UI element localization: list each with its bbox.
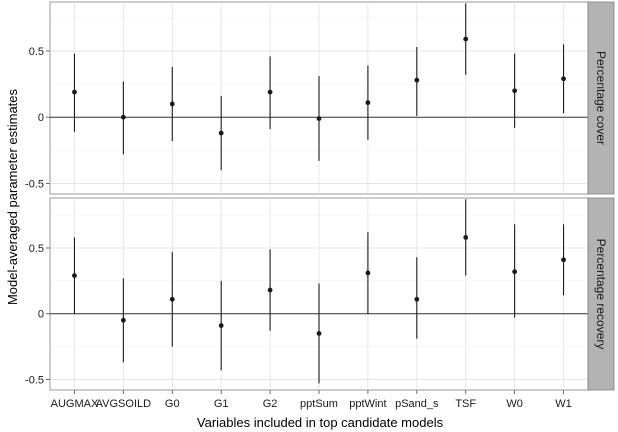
- estimate-point: [267, 89, 273, 95]
- y-tick-label: 0: [38, 309, 44, 321]
- y-tick-label: -0.5: [25, 374, 44, 386]
- estimate-point: [512, 269, 518, 275]
- estimate-point: [561, 257, 566, 263]
- estimate-point: [120, 114, 126, 120]
- facet-panel: -0.5 0 0.5 Percentage recovery: [25, 197, 615, 391]
- x-tick-label: pSand_s: [395, 398, 439, 410]
- facet-strip-label: Percentage cover: [594, 51, 608, 145]
- estimate-point: [169, 296, 175, 302]
- facet-strip: [587, 197, 615, 391]
- x-tick-label: pptSum: [300, 398, 338, 410]
- facet-strip-label: Percentage recovery: [594, 239, 608, 350]
- x-tick-label: TSF: [455, 398, 476, 410]
- estimate-point: [414, 296, 420, 302]
- estimate-point: [463, 235, 469, 240]
- estimate-point: [218, 130, 224, 136]
- estimate-point: [561, 76, 566, 82]
- estimate-point: [72, 273, 77, 278]
- x-tick-label: G0: [165, 398, 180, 410]
- estimate-point: [120, 317, 126, 323]
- x-tick-label: AUGMAX: [51, 398, 99, 410]
- y-tick-label: 0.5: [29, 46, 44, 58]
- x-tick-label: AVGSOILD: [96, 398, 151, 410]
- x-tick-label: W1: [555, 398, 572, 410]
- estimate-point: [267, 287, 273, 293]
- estimate-point: [218, 323, 224, 328]
- estimate-point: [316, 331, 322, 336]
- estimate-point: [414, 77, 420, 83]
- x-tick-label: G2: [263, 398, 278, 410]
- y-axis-title: Model-averaged parameter estimates: [5, 88, 20, 305]
- facet-panel: -0.5 0 0.5 Percentage cover: [25, 1, 615, 195]
- facet-panels: -0.5 0 0.5 Percentage cover -0.5 0 0.5 Percenta…: [25, 1, 615, 391]
- x-tick-label: W0: [506, 398, 523, 410]
- facet-strip: [587, 1, 615, 195]
- y-tick-label: 0.5: [29, 243, 44, 255]
- y-tick-label: 0: [38, 112, 44, 124]
- estimate-point: [365, 270, 371, 276]
- x-tick-label: pptWint: [349, 398, 386, 410]
- estimate-point: [316, 116, 322, 121]
- x-tick-label: G1: [214, 398, 229, 410]
- estimate-point: [365, 100, 371, 106]
- y-tick-label: -0.5: [25, 178, 44, 190]
- estimate-point: [463, 36, 469, 42]
- estimate-point: [512, 88, 518, 94]
- estimate-point: [72, 89, 77, 95]
- estimate-point: [169, 101, 175, 107]
- x-axis-title: Variables included in top candidate mode…: [197, 415, 444, 430]
